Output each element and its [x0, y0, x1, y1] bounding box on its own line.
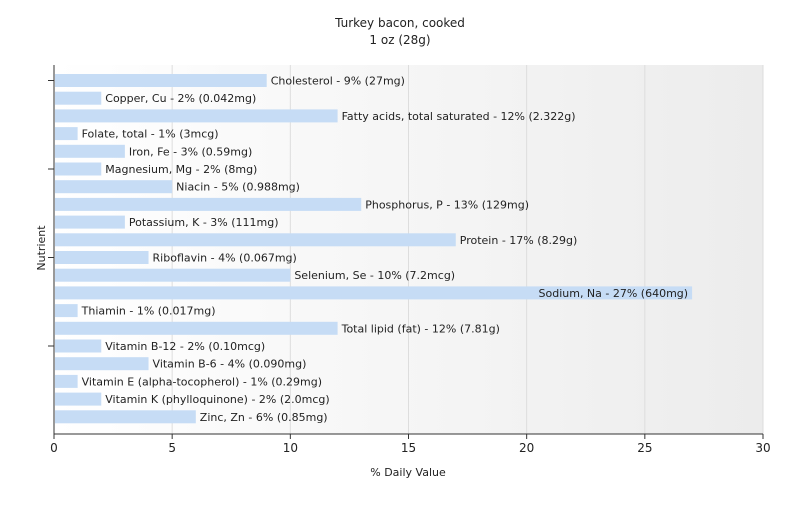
bar-label: Vitamin E (alpha-tocopherol) - 1% (0.29m…: [82, 375, 322, 388]
bar-label: Total lipid (fat) - 12% (7.81g): [341, 322, 500, 335]
bars: Cholesterol - 9% (27mg) Copper, Cu - 2% (…: [55, 74, 693, 424]
x-tick-label: 0: [50, 441, 58, 455]
x-tick-label: 30: [755, 441, 770, 455]
x-tick-label: 5: [168, 441, 176, 455]
bar-label: Protein - 17% (8.29g): [460, 234, 578, 247]
chart-title: Turkey bacon, cooked: [334, 16, 465, 30]
y-axis-label: Nutrient: [35, 225, 48, 271]
bar: [55, 410, 196, 424]
chart-subtitle: 1 oz (28g): [369, 33, 430, 47]
bar: [55, 286, 693, 300]
bar-label: Magnesium, Mg - 2% (8mg): [105, 163, 257, 176]
bar: [55, 392, 102, 406]
bar: [55, 162, 102, 176]
bar-label: Riboflavin - 4% (0.067mg): [153, 252, 297, 265]
x-axis-label: % Daily Value: [370, 466, 446, 479]
bar-label: Vitamin B-12 - 2% (0.10mcg): [105, 340, 265, 353]
x-tick-label: 10: [283, 441, 298, 455]
bar: [55, 304, 78, 318]
bar-label: Sodium, Na - 27% (640mg): [539, 287, 689, 300]
bar: [55, 215, 125, 229]
bar-label: Vitamin B-6 - 4% (0.090mg): [153, 358, 307, 371]
x-tick-label: 25: [637, 441, 652, 455]
bar: [55, 144, 125, 158]
bar: [55, 91, 102, 105]
x-tick-label: 15: [401, 441, 416, 455]
bar: [55, 74, 267, 87]
bar-label: Niacin - 5% (0.988mg): [176, 181, 300, 194]
bar-label: Cholesterol - 9% (27mg): [271, 75, 405, 88]
bar-label: Folate, total - 1% (3mcg): [82, 128, 219, 141]
bar-label: Fatty acids, total saturated - 12% (2.32…: [342, 110, 576, 123]
bar-label: Phosphorus, P - 13% (129mg): [365, 198, 529, 211]
bar: [55, 127, 78, 141]
bar: [55, 357, 149, 371]
bar-label: Selenium, Se - 10% (7.2mcg): [294, 269, 455, 282]
bar-label: Zinc, Zn - 6% (0.85mg): [200, 411, 328, 424]
bar: [55, 233, 456, 247]
bar: [55, 374, 78, 388]
bar-label: Vitamin K (phylloquinone) - 2% (2.0mcg): [105, 393, 329, 406]
bar-label: Iron, Fe - 3% (0.59mg): [129, 145, 252, 158]
bar: [55, 180, 173, 194]
bar: [55, 268, 291, 282]
bar-label: Thiamin - 1% (0.017mg): [81, 305, 216, 318]
bar: [55, 251, 149, 264]
bar: [55, 321, 338, 335]
grid-lines: [171, 65, 764, 434]
x-tick-label: 20: [519, 441, 534, 455]
axes: 0 5 10 15 20 25 30: [48, 65, 771, 455]
bar: [55, 109, 338, 123]
bar: [55, 197, 362, 211]
bar: [55, 339, 102, 353]
bar-label: Copper, Cu - 2% (0.042mg): [105, 92, 256, 105]
bar-label: Potassium, K - 3% (111mg): [129, 216, 279, 229]
